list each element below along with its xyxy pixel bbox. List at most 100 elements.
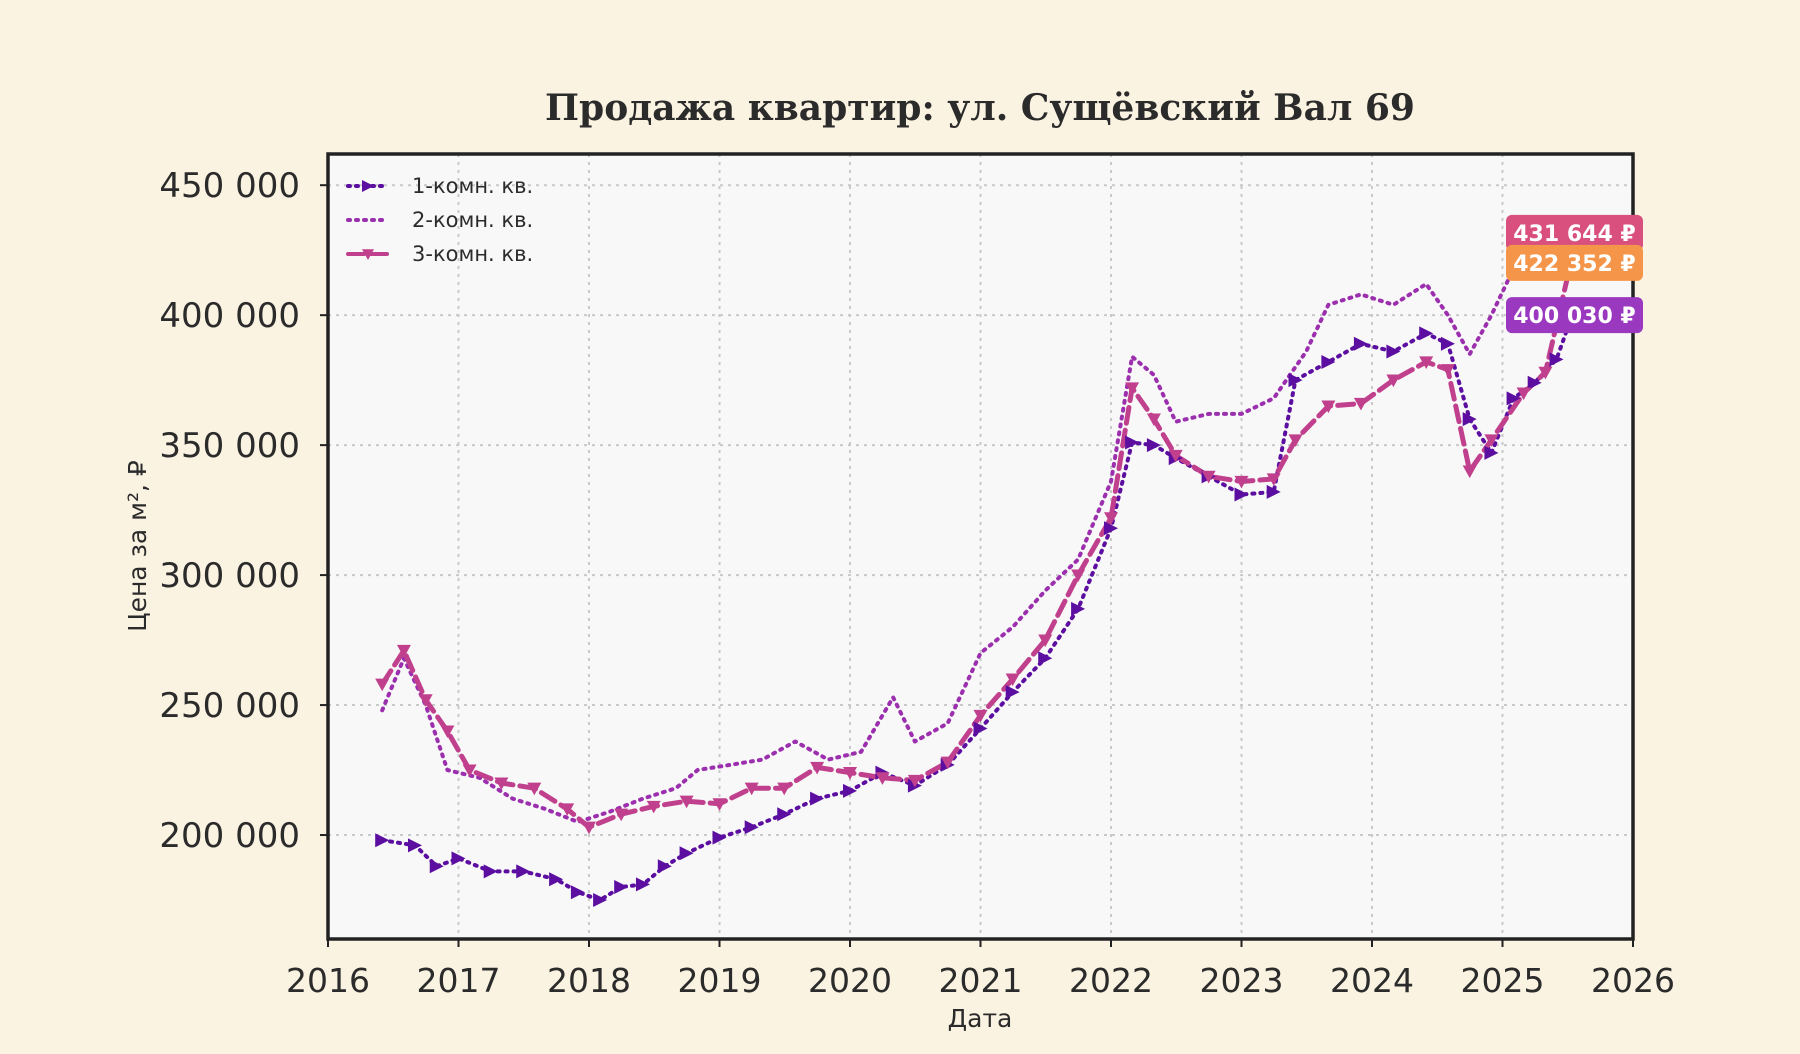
data-point-marker [1234, 475, 1249, 489]
legend-label: 3-комн. кв. [412, 242, 533, 266]
data-point-marker [744, 820, 759, 835]
data-point-marker [1005, 685, 1020, 700]
x-tick-label: 2025 [1461, 961, 1545, 1000]
data-point-marker [549, 872, 564, 887]
data-point-marker [712, 798, 727, 811]
data-point-marker [1440, 364, 1455, 377]
x-tick-label: 2018 [547, 961, 631, 1000]
data-point-marker [657, 859, 672, 874]
data-point-marker [777, 807, 792, 822]
data-point-marker [1005, 673, 1020, 687]
data-point-marker [843, 767, 857, 780]
data-point-marker [810, 761, 825, 775]
data-point-marker [1168, 449, 1183, 463]
data-point-marker [1038, 634, 1053, 648]
y-tick-label: 300 000 [159, 556, 300, 596]
data-point-marker [1146, 413, 1161, 427]
data-point-marker [1104, 521, 1118, 536]
data-point-marker [810, 791, 825, 806]
data-point-marker [1419, 326, 1434, 341]
data-point-marker [593, 893, 608, 908]
data-point-marker [1462, 465, 1477, 479]
data-point-marker [516, 864, 531, 879]
end-value-label: 431 644 ₽ [1513, 222, 1635, 247]
data-point-marker [440, 725, 455, 739]
y-tick-label: 350 000 [159, 426, 300, 466]
data-point-marker [560, 803, 575, 817]
data-point-marker [570, 885, 585, 900]
data-point-marker [843, 783, 857, 798]
data-point-marker [1071, 569, 1086, 583]
data-point-marker [1288, 434, 1303, 447]
data-point-marker [1386, 374, 1401, 388]
legend-label: 1-комн. кв. [412, 174, 533, 198]
x-axis-label: Дата [948, 1004, 1013, 1033]
data-point-marker [1038, 651, 1053, 666]
end-value-badge [1506, 297, 1643, 334]
y-axis-label: Цена за м², ₽ [123, 460, 152, 632]
data-point-marker [527, 782, 542, 796]
x-tick-label: 2021 [939, 961, 1023, 1000]
y-tick-label: 250 000 [159, 686, 300, 726]
data-point-marker [1484, 445, 1499, 460]
legend-label: 2-комн. кв. [412, 208, 533, 232]
x-tick-label: 2020 [808, 961, 892, 1000]
end-value-label: 422 352 ₽ [1513, 252, 1635, 277]
end-value-badge [1506, 244, 1643, 281]
x-tick-label: 2024 [1330, 961, 1414, 1000]
data-point-marker [1527, 375, 1542, 390]
data-point-marker [494, 777, 509, 791]
legend-marker [362, 180, 374, 192]
data-point-marker [1125, 435, 1140, 450]
data-point-marker [408, 838, 422, 853]
end-labels: 431 644 ₽ 422 352 ₽ 400 030 ₽ [1506, 214, 1643, 334]
data-point-marker [940, 756, 955, 770]
data-point-marker [1538, 366, 1553, 380]
data-point-marker [451, 851, 466, 866]
data-point-marker [1234, 487, 1249, 502]
data-point-marker [1201, 470, 1216, 484]
data-point-marker [744, 782, 759, 796]
data-point-marker [462, 764, 477, 778]
data-point-marker [375, 678, 390, 692]
legend-marker [362, 249, 374, 260]
x-tick-label: 2017 [417, 961, 501, 1000]
data-point-marker [777, 782, 792, 796]
data-point-marker [429, 859, 444, 874]
data-point-marker [614, 880, 629, 895]
grid-lines [328, 154, 1633, 939]
data-point-marker [1484, 434, 1499, 447]
data-point-marker [1440, 336, 1455, 351]
data-point-marker [1462, 412, 1477, 427]
x-tick-label: 2026 [1591, 961, 1675, 1000]
data-point-marker [973, 721, 988, 736]
data-point-marker [418, 694, 433, 707]
series-line-2 [380, 230, 1575, 824]
data-point-marker [875, 772, 890, 785]
data-point-marker [483, 864, 498, 879]
data-point-marker [1266, 473, 1281, 486]
data-point-marker [1549, 352, 1564, 367]
data-point-marker [679, 795, 694, 809]
data-point-marker [1419, 356, 1434, 369]
data-point-marker [1506, 391, 1521, 406]
data-point-marker [1288, 373, 1303, 388]
data-point-marker [712, 830, 727, 845]
axis-ticks: 2016 2017 2018 2019 2020 2021 2022 2023 2024 2025… [159, 166, 1675, 1000]
data-point-marker [375, 833, 390, 848]
data-point-marker [396, 644, 411, 658]
end-value-label: 400 030 ₽ [1513, 304, 1635, 329]
data-point-marker [1353, 397, 1368, 411]
data-point-marker [1353, 336, 1368, 351]
chart-title: Продажа квартир: ул. Сущёвский Вал 69 [545, 87, 1415, 129]
data-point-marker [614, 808, 629, 822]
data-point-marker [1125, 382, 1140, 395]
y-tick-label: 450 000 [159, 166, 300, 206]
legend: 1-комн. кв. 2-комн. кв. 3-комн. кв. [346, 174, 533, 266]
x-tick-label: 2022 [1069, 961, 1153, 1000]
x-tick-label: 2016 [286, 961, 370, 1000]
data-point-marker [1321, 354, 1336, 369]
y-tick-label: 400 000 [159, 296, 300, 336]
data-point-marker [679, 846, 694, 861]
